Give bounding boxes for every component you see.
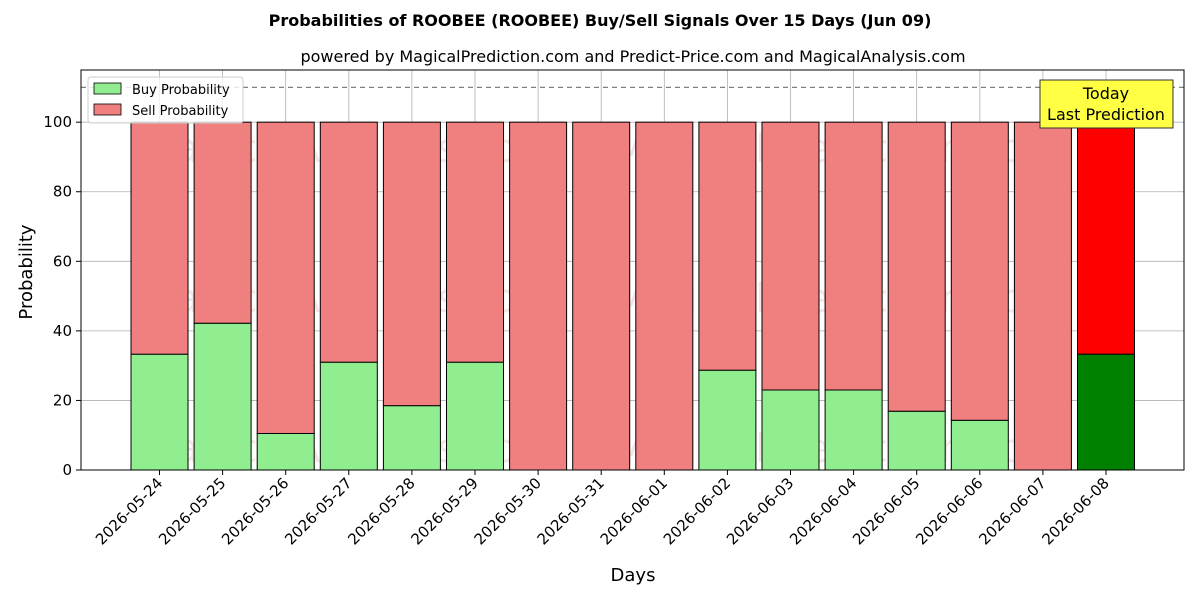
bar-buy-2026-06-02 — [698, 369, 757, 471]
bar-sell-2026-05-31 — [572, 121, 631, 471]
y-tick-label: 60 — [53, 252, 72, 270]
x-tick-label: 2026-05-30 — [471, 474, 545, 548]
x-tick-label: 2026-06-06 — [912, 474, 986, 548]
y-tick-label: 40 — [53, 322, 72, 340]
legend-box — [87, 76, 244, 124]
bar-sell-2026-06-05 — [887, 121, 946, 412]
bar-sell-2026-05-24 — [130, 121, 189, 355]
bar-sell-2026-05-26 — [256, 121, 315, 434]
y-tick-label: 20 — [53, 391, 72, 409]
bar-sell-2026-05-27 — [319, 121, 378, 363]
x-tick-label: 2026-06-05 — [849, 474, 923, 548]
x-tick-label: 2026-05-26 — [218, 474, 292, 548]
bars — [130, 121, 1135, 471]
x-tick-label: 2026-06-08 — [1038, 474, 1112, 548]
bar-sell-2026-05-30 — [509, 121, 568, 471]
chart-title: Probabilities of ROOBEE (ROOBEE) Buy/Sel… — [269, 11, 932, 30]
bar-buy-2026-05-27 — [319, 361, 378, 471]
today-annotation: Today Last Prediction — [1039, 79, 1174, 129]
bar-buy-2026-05-26 — [256, 432, 315, 471]
legend-swatch-buy — [93, 82, 122, 95]
x-tick-label: 2026-06-02 — [660, 474, 734, 548]
legend-label-buy: Buy Probability — [132, 83, 230, 98]
legend-label-sell: Sell Probability — [132, 104, 229, 119]
y-tick-label: 100 — [43, 113, 72, 131]
x-tick-label: 2026-06-03 — [723, 474, 797, 548]
bar-sell-2026-06-04 — [824, 121, 883, 391]
bar-buy-2026-06-08 — [1077, 353, 1135, 471]
x-ticks: 2026-05-242026-05-252026-05-262026-05-27… — [92, 470, 1113, 548]
x-axis-label: Days — [611, 565, 656, 586]
x-tick-label: 2026-05-31 — [534, 474, 608, 548]
y-ticks: 0 20 40 60 80 100 — [43, 113, 81, 479]
x-tick-label: 2026-05-27 — [281, 474, 355, 548]
annotation-box — [1039, 79, 1174, 129]
plot-frame — [80, 69, 1185, 471]
bar-sell-2026-06-02 — [698, 121, 757, 371]
bar-buy-2026-06-03 — [761, 389, 820, 471]
x-tick-label: 2026-06-01 — [597, 474, 671, 548]
x-tick-label: 2026-05-24 — [92, 474, 166, 548]
bar-sell-2026-06-08 — [1077, 121, 1135, 355]
chart-subtitle: powered by MagicalPrediction.com and Pre… — [300, 47, 965, 66]
x-tick-label: 2026-06-04 — [786, 474, 860, 548]
bar-sell-2026-05-29 — [446, 121, 504, 363]
bar-sell-2026-05-25 — [193, 121, 252, 324]
bar-buy-2026-05-29 — [446, 361, 504, 471]
bar-buy-2026-06-06 — [950, 419, 1009, 471]
bar-sell-2026-05-28 — [382, 121, 441, 407]
bar-buy-2026-05-24 — [130, 353, 189, 471]
legend-swatch-sell — [93, 103, 122, 116]
bar-sell-2026-06-01 — [635, 121, 694, 471]
y-tick-label: 0 — [62, 461, 72, 479]
annotation-line2: Last Prediction — [1047, 105, 1165, 124]
bar-sell-2026-06-06 — [950, 121, 1009, 421]
annotation-line1: Today — [1082, 84, 1129, 103]
legend: Buy Probability Sell Probability — [87, 76, 244, 124]
bar-buy-2026-06-05 — [887, 410, 946, 471]
x-tick-label: 2026-06-07 — [975, 474, 1049, 548]
bar-sell-2026-06-03 — [761, 121, 820, 391]
y-axis-label: Probability — [16, 224, 37, 319]
x-tick-label: 2026-05-29 — [407, 474, 481, 548]
x-tick-label: 2026-05-25 — [155, 474, 229, 548]
bar-buy-2026-05-28 — [382, 405, 441, 471]
bar-sell-2026-06-07 — [1013, 121, 1072, 471]
bar-buy-2026-05-25 — [193, 322, 252, 471]
bar-buy-2026-06-04 — [824, 389, 883, 471]
x-tick-label: 2026-05-28 — [344, 474, 418, 548]
y-tick-label: 80 — [53, 183, 72, 201]
